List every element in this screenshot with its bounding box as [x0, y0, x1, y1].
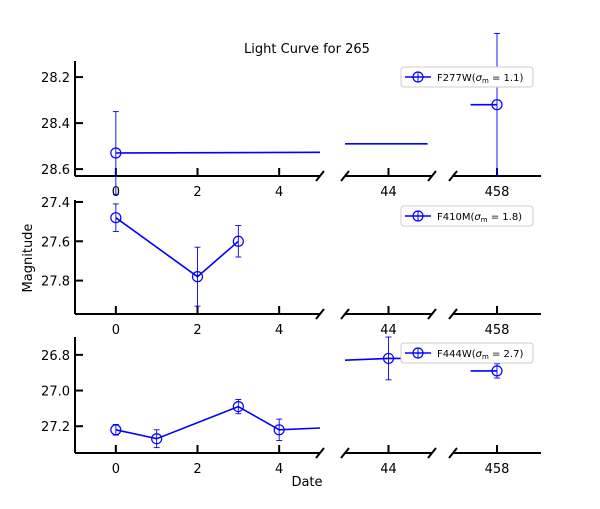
axis-break-mark: [427, 308, 437, 320]
y-tick-label: 28.4: [41, 117, 70, 132]
axis-break-mark: [448, 308, 458, 320]
axis-break-mark: [427, 170, 437, 182]
legend-label: F410M(σm = 1.8): [437, 212, 522, 224]
axis-break-mark: [448, 447, 458, 459]
x-tick-label: 0: [112, 462, 120, 477]
data-point: [232, 235, 244, 247]
axis-break-mark: [315, 308, 325, 320]
legend-label: F444W(σm = 2.7): [437, 349, 523, 361]
x-tick-label: 4: [275, 185, 283, 200]
legend-box: [400, 66, 534, 88]
axis-break-mark: [340, 447, 350, 459]
legend-box: [400, 342, 534, 364]
x-tick-label: 2: [193, 323, 201, 338]
data-point: [382, 352, 395, 365]
data-point: [273, 424, 285, 436]
data-point: [151, 433, 163, 445]
x-tick-label: 0: [112, 323, 120, 338]
data-point: [491, 365, 503, 377]
y-tick-label: 26.8: [41, 349, 70, 364]
x-tick-label: 44: [380, 462, 397, 477]
axis-break-mark: [448, 170, 458, 182]
data-point: [110, 424, 122, 436]
axis-break-mark: [340, 170, 350, 182]
y-tick-label: 28.6: [41, 163, 70, 178]
x-tick-label: 44: [380, 323, 397, 338]
data-point: [232, 401, 244, 413]
legend-box: [400, 205, 534, 227]
x-tick-label: 4: [275, 462, 283, 477]
x-tick-label: 4: [275, 323, 283, 338]
y-tick-label: 27.8: [41, 275, 70, 290]
x-tick-label: 44: [380, 185, 397, 200]
legend-label: F277W(σm = 1.1): [437, 73, 523, 85]
x-axis-label: Date: [291, 475, 322, 490]
y-tick-label: 27.4: [41, 196, 70, 211]
axis-break-mark: [315, 170, 325, 182]
axis-break-mark: [340, 308, 350, 320]
axis-break-mark: [315, 447, 325, 459]
y-tick-label: 28.2: [41, 71, 70, 86]
y-tick-label: 27.0: [41, 385, 70, 400]
axis-break-mark: [427, 447, 437, 459]
x-tick-label: 458: [485, 323, 510, 338]
x-tick-label: 458: [485, 462, 510, 477]
series-line: [115, 405, 321, 440]
y-tick-label: 27.2: [41, 420, 70, 435]
x-tick-label: 2: [193, 185, 201, 200]
x-tick-label: 458: [485, 185, 510, 200]
y-axis-label: Magnitude: [21, 224, 36, 293]
series-line: [115, 217, 239, 278]
y-tick-label: 27.6: [41, 235, 70, 250]
data-point: [191, 271, 204, 283]
data-point: [110, 147, 122, 159]
chart-title: Light Curve for 265: [244, 42, 370, 57]
series-line: [115, 151, 321, 154]
data-point: [491, 99, 503, 111]
data-point: [110, 212, 122, 224]
x-tick-label: 2: [193, 462, 201, 477]
